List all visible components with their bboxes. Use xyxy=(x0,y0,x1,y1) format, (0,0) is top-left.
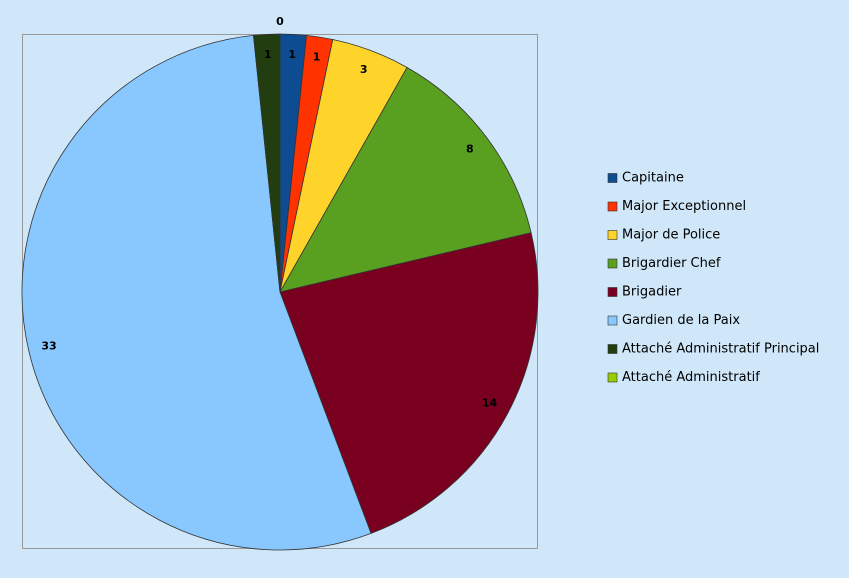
legend-swatch xyxy=(607,258,618,269)
legend-label: Brigardier Chef xyxy=(622,256,721,271)
legend-swatch xyxy=(607,315,618,326)
legend-label: Capitaine xyxy=(622,171,684,186)
data-label: 0 xyxy=(276,15,284,28)
legend-swatch xyxy=(607,287,618,297)
data-label: 33 xyxy=(41,340,56,353)
pie-slice xyxy=(279,232,539,534)
data-label: 1 xyxy=(288,48,296,61)
pie-slice xyxy=(21,34,372,551)
legend-label: Major Exceptionnel xyxy=(622,199,746,214)
data-label: 8 xyxy=(466,143,474,156)
legend-label: Brigadier xyxy=(622,285,682,300)
legend-swatch xyxy=(607,201,618,212)
legend-label: Attaché Administratif xyxy=(622,370,760,385)
data-label: 1 xyxy=(264,48,272,61)
legend-swatch xyxy=(607,372,618,383)
data-label: 3 xyxy=(360,63,368,76)
legend-label: Major de Police xyxy=(622,228,720,243)
legend-label: Gardien de la Paix xyxy=(622,313,740,328)
legend-label: Attaché Administratif Principal xyxy=(622,342,819,357)
legend-swatch xyxy=(607,344,618,354)
data-label: 14 xyxy=(482,397,498,410)
legend-swatch xyxy=(607,173,618,183)
pie-slice xyxy=(279,66,532,293)
legend-swatch xyxy=(607,230,618,240)
data-label: 1 xyxy=(313,50,321,63)
